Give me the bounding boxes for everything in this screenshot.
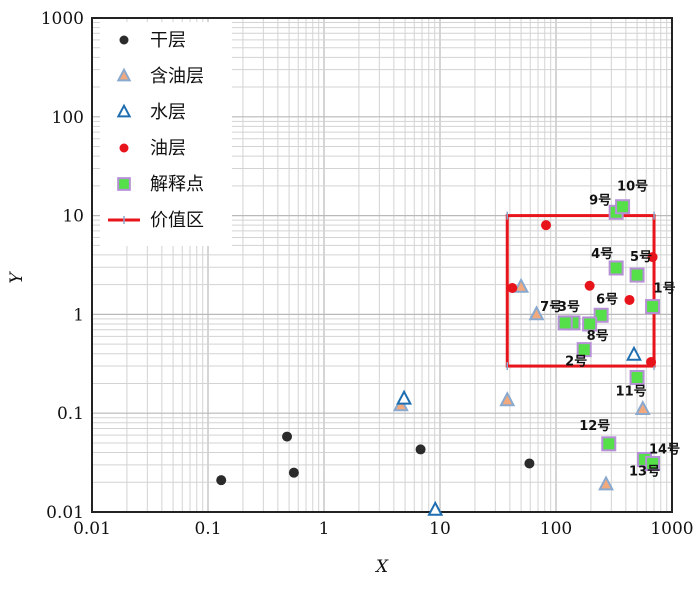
y-tick-label: 0.1	[57, 404, 84, 424]
point-label: 8号	[587, 329, 609, 344]
legend-label: 油层	[150, 138, 186, 159]
point-干层	[216, 475, 227, 486]
point-解释点	[593, 307, 609, 323]
point-label: 1号	[654, 282, 676, 297]
point-label: 12号	[579, 419, 610, 434]
y-axis-label: Y	[7, 271, 27, 284]
point-含油层	[513, 277, 530, 293]
point-含油层	[499, 391, 516, 407]
legend-box	[100, 22, 232, 246]
point-油层	[624, 294, 635, 305]
point-label: 13号	[629, 464, 660, 479]
point-解释点	[629, 267, 645, 283]
legend-label: 含油层	[150, 66, 204, 87]
point-label: 2号	[565, 355, 587, 370]
point-含油层	[598, 475, 614, 491]
point-油层	[584, 280, 595, 291]
legend-marker	[119, 143, 129, 153]
point-label: 7号	[540, 300, 562, 315]
x-tick-label: 0.1	[194, 519, 221, 539]
point-解释点	[629, 369, 645, 385]
point-含油层	[634, 399, 651, 416]
point-干层	[524, 458, 535, 469]
point-label: 14号	[649, 442, 680, 457]
legend-label: 干层	[150, 30, 186, 51]
point-干层	[282, 431, 293, 442]
x-axis-label: X	[374, 557, 389, 577]
point-解释点	[615, 199, 631, 215]
legend-label: 解释点	[150, 174, 204, 195]
point-label: 6号	[596, 292, 618, 307]
point-label: 4号	[591, 247, 613, 262]
legend-marker	[119, 35, 129, 45]
x-tick-label: 1	[319, 519, 330, 539]
x-tick-label: 0.01	[73, 519, 111, 539]
point-水层	[396, 389, 413, 405]
y-tick-label: 10	[62, 207, 84, 227]
x-tick-labels: 0.01 0.1 1 10 100 1000	[73, 519, 694, 539]
point-解释点	[557, 315, 573, 331]
point-解释点	[608, 260, 624, 276]
legend-marker	[116, 67, 132, 82]
point-水层	[427, 500, 444, 516]
legend-label: 水层	[150, 102, 186, 123]
point-解释点	[601, 436, 617, 452]
point-含油层	[528, 305, 545, 321]
point-解释点	[645, 455, 661, 471]
point-label: 9号	[589, 193, 611, 208]
point-油层	[541, 220, 552, 231]
data-points	[216, 199, 661, 516]
y-tick-label: 0.01	[46, 503, 84, 523]
point-label: 11号	[616, 384, 647, 399]
point-label: 5号	[630, 250, 652, 265]
y-tick-labels: 0.01 0.1 1 10 100 1000	[41, 9, 84, 523]
plot-frame	[91, 17, 673, 513]
point-解释点	[645, 299, 661, 315]
point-油层	[507, 283, 518, 294]
legend-marker	[117, 177, 131, 191]
point-解释点	[576, 342, 592, 358]
point-labels: 1号 2号 3号 4号 5号 6号 7号 8号 9号 10号 11号 12号 13号 14号	[540, 180, 680, 480]
point-干层	[415, 444, 426, 455]
y-tick-label: 100	[52, 108, 84, 128]
legend-marker	[116, 103, 132, 118]
value-region-box	[505, 214, 656, 368]
point-解释点	[582, 316, 598, 332]
point-水层	[626, 345, 642, 361]
point-label: 3号	[558, 300, 580, 315]
x-tick-label: 10	[429, 519, 451, 539]
point-油层	[646, 356, 657, 367]
point-干层	[288, 467, 299, 478]
point-label: 10号	[617, 180, 648, 195]
x-tick-label: 1000	[650, 519, 693, 539]
y-tick-label: 1000	[41, 9, 84, 29]
y-tick-label: 1	[73, 305, 84, 325]
value-region	[505, 211, 656, 371]
x-tick-label: 100	[540, 519, 572, 539]
point-油层	[647, 252, 658, 263]
legend-label: 价值区	[150, 210, 204, 231]
